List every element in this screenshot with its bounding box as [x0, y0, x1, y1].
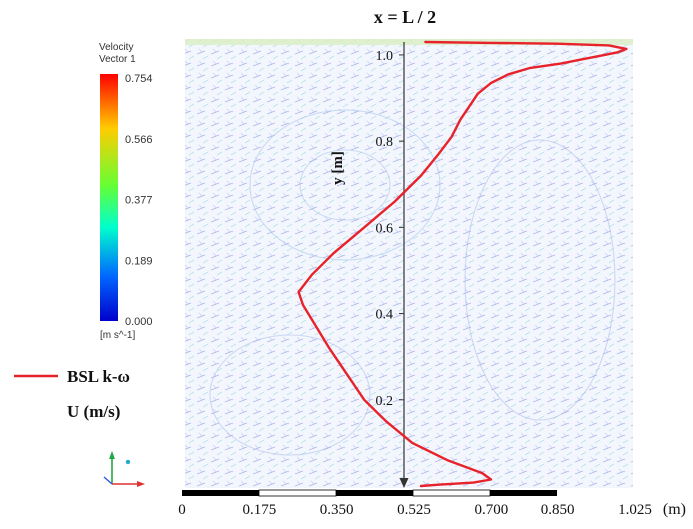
x-axis-unit: (m) — [663, 501, 686, 518]
triad-z-axis — [103, 476, 113, 485]
x-axis-segment-2 — [258, 489, 337, 497]
legend: BSL k-ω U (m/s) — [14, 367, 130, 421]
vortex-upper-left-inner — [299, 149, 391, 221]
y-tick-label: 1.0 — [376, 49, 394, 64]
vector-field-top-band — [185, 39, 633, 45]
colorbar-tick-label: 0.754 — [125, 73, 153, 85]
colorbar-tick-label: 0.000 — [125, 316, 153, 328]
triad-y-arrow — [109, 451, 115, 459]
velocity-profile-line — [297, 40, 628, 488]
x-axis-segment-5 — [490, 490, 557, 496]
y-tick-label: 0.4 — [376, 308, 394, 323]
x-axis-segment-4 — [412, 489, 491, 497]
legend-quantity-label: U (m/s) — [67, 402, 120, 421]
x-tick-label: 0.850 — [541, 502, 575, 518]
x-axis-segment-1 — [182, 490, 259, 496]
vortex-lower-left — [209, 334, 371, 456]
x-axis-segment-3 — [336, 490, 413, 496]
colorbar-unit: [m s^-1] — [100, 330, 135, 341]
colorbar-tick-label: 0.377 — [125, 195, 153, 207]
y-tick-label: 0.2 — [376, 394, 394, 409]
colorbar-title-2: Vector 1 — [99, 54, 136, 65]
x-tick-label: 0.525 — [397, 502, 431, 518]
y-tick-label: 0.8 — [376, 135, 394, 150]
triad-z-marker — [125, 459, 131, 465]
vortex-upper-left — [249, 109, 441, 261]
vortex-right — [464, 139, 616, 421]
chart-title: x = L / 2 — [374, 7, 436, 27]
x-tick-label: 0 — [178, 502, 186, 518]
colorbar-tick-label: 0.566 — [125, 134, 153, 146]
x-axis — [182, 489, 557, 497]
x-tick-label: 0.175 — [242, 502, 276, 518]
y-tick-label: 0.6 — [376, 221, 394, 236]
vertical-axis-arrowhead — [399, 478, 409, 488]
triad-x-arrow — [137, 481, 145, 487]
legend-series-label: BSL k-ω — [67, 367, 130, 386]
x-axis-ticks: 0 0.175 0.350 0.525 0.700 0.850 1.025 — [178, 502, 652, 518]
x-tick-label: 1.025 — [618, 502, 652, 518]
y-axis-label: y [m] — [330, 151, 346, 185]
y-axis-ticks: 1.0 0.8 0.6 0.4 0.2 — [376, 49, 404, 409]
orientation-triad — [103, 451, 145, 487]
colorbar-gradient — [100, 74, 118, 321]
vector-field-arrows — [185, 39, 633, 488]
x-tick-label: 0.350 — [320, 502, 354, 518]
colorbar-title-1: Velocity — [99, 42, 133, 53]
x-tick-label: 0.700 — [474, 502, 508, 518]
colorbar-ticks: 0.754 0.566 0.377 0.189 0.000 — [125, 73, 153, 328]
colorbar-tick-label: 0.189 — [125, 255, 153, 267]
colorbar: Velocity Vector 1 0.7540.5660.3770.1890.… — [99, 42, 153, 341]
vector-field — [185, 39, 633, 488]
vertical-axis-arrow — [399, 42, 409, 488]
